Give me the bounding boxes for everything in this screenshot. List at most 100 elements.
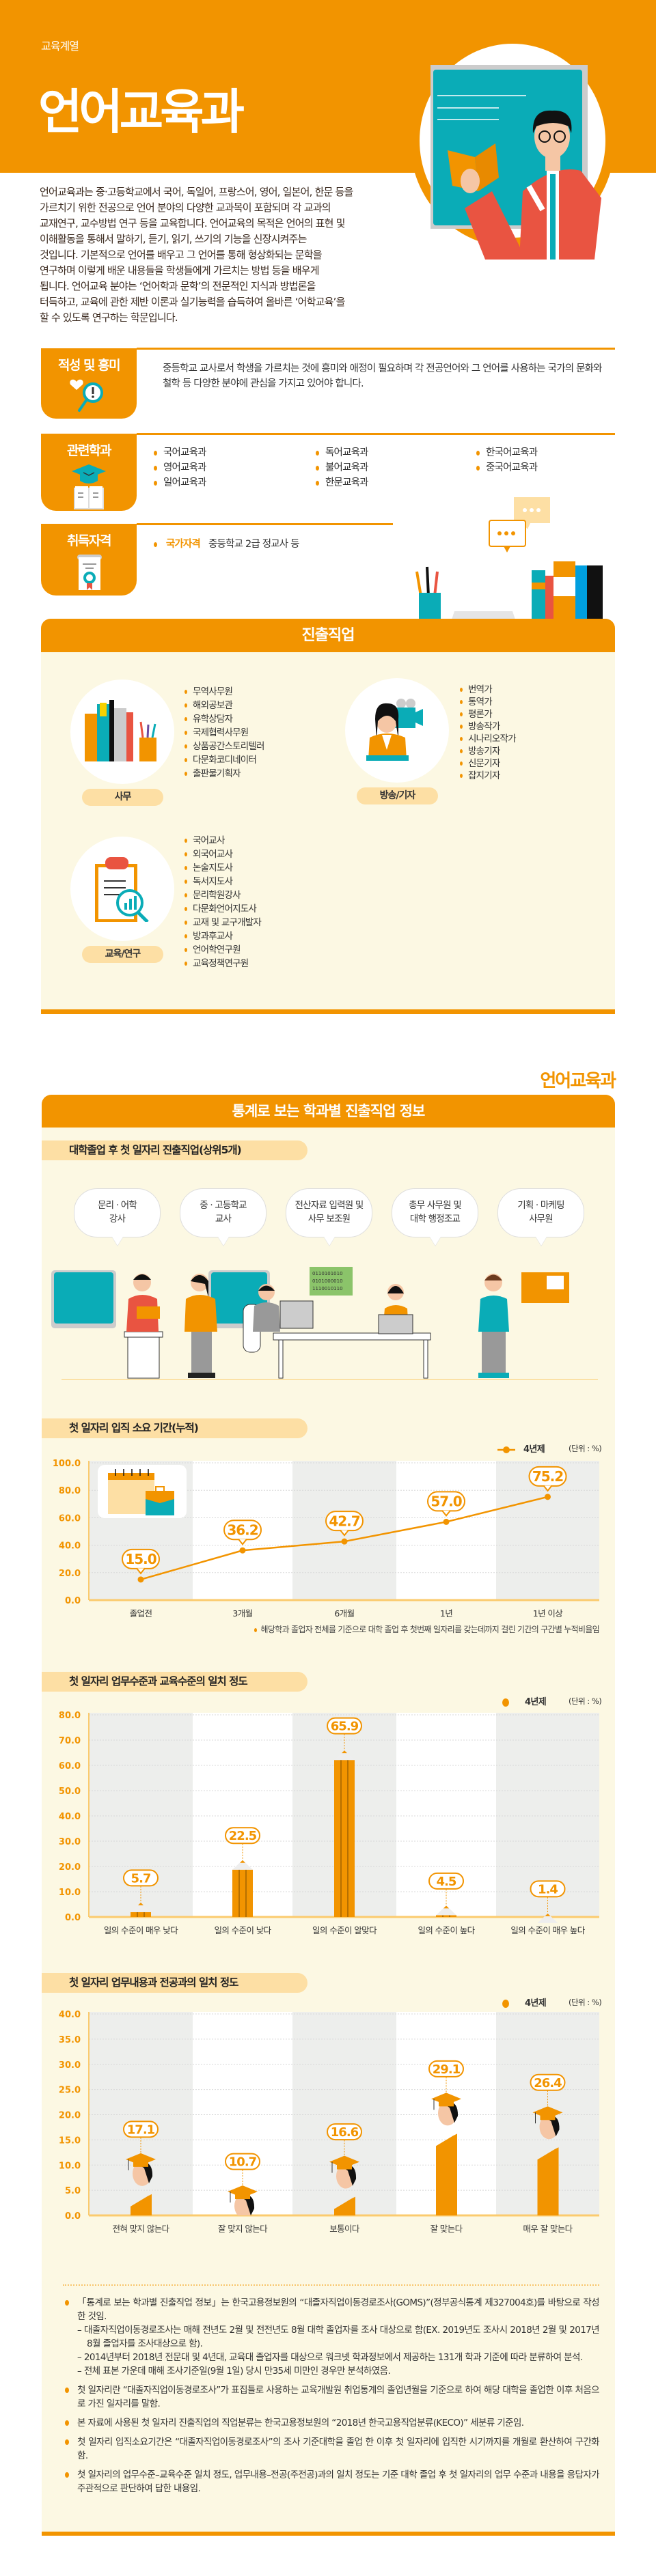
category-band (396, 1461, 496, 1600)
chart3-heading: 첫 일자리 업무내용과 전공과의 일치 정도 (42, 1973, 308, 1993)
top-job-line: 사무 보조원 (308, 1214, 351, 1224)
y-tick-label: 30.0 (59, 1837, 81, 1847)
chart2-unit: (단위 : %) (569, 1696, 602, 1706)
top-job-line: 대학 행정조교 (409, 1214, 461, 1224)
career-group-label: 방송/기자 (357, 787, 438, 804)
related-department-item: 영어교육과 (154, 460, 207, 475)
graduate-bar (329, 2155, 359, 2215)
career-item: 문리학원강사 (184, 887, 241, 901)
svg-text:5.7: 5.7 (131, 1871, 151, 1886)
svg-text:16.6: 16.6 (331, 2125, 359, 2140)
career-item: 방송작가 (460, 718, 500, 732)
y-tick-label: 10.0 (59, 1888, 81, 1898)
top-job-line: 전산자료 입력원 및 (295, 1200, 364, 1211)
chart2-heading: 첫 일자리 업무수준과 교육수준의 일치 정도 (42, 1672, 308, 1692)
y-tick-label: 0.0 (65, 2211, 81, 2222)
career-item: 다문화언어지도사 (184, 901, 257, 914)
career-item: 논술지도사 (184, 860, 233, 873)
data-label: 65.9 (327, 1717, 362, 1735)
footnote-item: 본 자료에 사용된 첫 일자리 진출직업의 직업분류는 한국고용정보원의 “20… (65, 2416, 599, 2430)
data-label: 1.4 (530, 1880, 566, 1898)
legend-series-name: 4년제 (524, 1697, 547, 1707)
data-label: 5.7 (123, 1869, 159, 1887)
y-tick-label: 10.0 (59, 2161, 81, 2171)
career-item: 시나리오작가 (460, 731, 517, 744)
related-tab: 관련학과 (41, 434, 137, 511)
page-title: 언어교육과 (38, 84, 245, 140)
svg-text:4.5: 4.5 (437, 1875, 456, 1889)
svg-text:17.1: 17.1 (127, 2123, 155, 2137)
y-tick-label: 40.0 (59, 2010, 81, 2020)
x-tick-label: 6개월 (334, 1608, 354, 1619)
certificate-icon (77, 555, 102, 590)
career-item: 유학상담자 (184, 711, 233, 725)
related-department-item: 중국어교육과 (476, 460, 538, 475)
graduate-bar (228, 2185, 258, 2215)
chart3-unit: (단위 : %) (569, 1998, 602, 2007)
career-group-label: 교육/연구 (82, 946, 163, 963)
license-text: 중등학교 2급 정교사 등 (208, 539, 300, 550)
intro-line: 가르치기 위한 전공으로 언어 분야의 다양한 교과목이 포함되며 각 교과의 (40, 201, 331, 214)
data-point (137, 1576, 144, 1583)
svg-text:26.4: 26.4 (534, 2076, 562, 2090)
career-item: 통역가 (460, 694, 493, 708)
y-tick-label: 80.0 (59, 1711, 81, 1721)
graduation-cap-book-icon (72, 464, 106, 509)
top-jobs-heading: 대학졸업 후 첫 일자리 진출직업(상위5개) (42, 1140, 308, 1160)
pencil-bar (436, 1905, 456, 1917)
footnote-text: 본 자료에 사용된 첫 일자리 진출직업의 직업분류는 한국고용정보원의 “20… (77, 2418, 524, 2428)
careers-title: 진출직업 (41, 619, 615, 652)
data-label: 15.0 (122, 1548, 160, 1575)
x-tick-label: 보통이다 (329, 2224, 360, 2234)
x-tick-label: 일의 수준이 매우 낮다 (104, 1925, 178, 1935)
binary-line: 0110101010 (312, 1271, 343, 1276)
legend-dot-icon (502, 1999, 509, 2008)
y-tick-label: 100.0 (53, 1459, 81, 1469)
svg-text:42.7: 42.7 (329, 1513, 359, 1529)
y-tick-label: 25.0 (59, 2086, 81, 2096)
x-tick-label: 3개월 (232, 1608, 252, 1619)
data-label: 42.7 (325, 1511, 364, 1537)
x-tick-label: 일의 수준이 낮다 (214, 1925, 271, 1935)
y-tick-label: 0.0 (65, 1913, 81, 1923)
category-band (193, 2012, 292, 2215)
intro-line: 교재연구, 교수방법 연구 등을 교육합니다. 언어교육의 목적은 언어의 표현… (40, 217, 345, 229)
career-item: 교육정책연구원 (184, 955, 249, 969)
data-label: 17.1 (123, 2120, 159, 2138)
career-item: 출판물기획자 (184, 766, 241, 779)
chart2-bar-chart: 0.0 10.0 20.0 30.0 40.0 50.0 60.0 70.0 80.0 일의 수준… (59, 1711, 599, 1935)
chart2-legend: 4년제 (502, 1694, 547, 1707)
related-department-item: 한국어교육과 (476, 445, 538, 460)
related-department-item: 국어교육과 (154, 445, 207, 460)
career-item: 언어학연구원 (184, 942, 241, 955)
intro-line: 언어교육과는 중·고등학교에서 국어, 독일어, 프랑스어, 영어, 일본어, … (40, 186, 353, 198)
data-label: 57.0 (427, 1491, 465, 1517)
workers-illustration: 0110101010 0101000010 1110010110 (51, 1267, 598, 1380)
legend-series-name: 4년제 (523, 1444, 545, 1455)
svg-text:75.2: 75.2 (532, 1468, 563, 1485)
related-department-item: 한문교육과 (316, 475, 369, 490)
footnote-text: 「통계로 보는 학과별 진출직업 정보」는 한국고용정보원의 “대졸자직업이동경… (77, 2297, 600, 2322)
x-tick-label: 잘 맞지 않는다 (218, 2224, 268, 2234)
chart1-unit: (단위 : %) (569, 1444, 602, 1453)
x-tick-label: 매우 잘 맞는다 (523, 2224, 573, 2234)
books-pencils-illustration (415, 497, 603, 621)
data-point (443, 1518, 450, 1525)
career-item: 외국어교사 (184, 846, 233, 860)
data-point (239, 1547, 246, 1554)
divider (137, 348, 615, 350)
x-tick-label: 졸업전 (130, 1608, 152, 1619)
intro-line: 것입니다. 기본적으로 언어를 배우고 그 언어를 통해 형상화되는 문학을 (40, 249, 323, 261)
svg-text:29.1: 29.1 (433, 2062, 461, 2077)
data-label: 75.2 (528, 1466, 567, 1492)
career-item: 방송기자 (460, 743, 500, 757)
aptitude-text: 중등학교 교사로서 학생을 가르치는 것에 흥미와 애정이 필요하며 각 전공언… (163, 363, 603, 389)
footnote-item: 「통계로 보는 학과별 진출직업 정보」는 한국고용정보원의 “대졸자직업이동경… (65, 2296, 600, 2378)
career-group-label: 사무 (82, 789, 163, 806)
y-tick-label: 35.0 (59, 2035, 81, 2045)
clipboard-chart-icon (92, 854, 153, 925)
svg-text:15.0: 15.0 (125, 1551, 156, 1567)
x-tick-label: 전혀 맞지 않는다 (112, 2224, 169, 2234)
svg-text:10.7: 10.7 (229, 2155, 257, 2170)
